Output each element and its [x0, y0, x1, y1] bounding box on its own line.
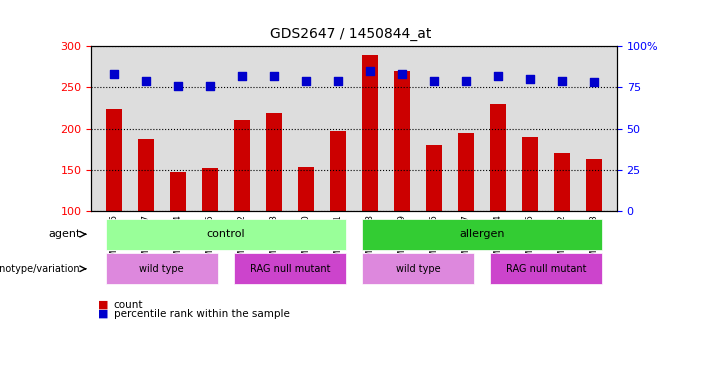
Point: [204, 83, 215, 89]
Bar: [587, 159, 602, 211]
Point: [397, 71, 408, 77]
Point: [493, 73, 504, 79]
Point: [589, 79, 600, 86]
Text: RAG null mutant: RAG null mutant: [250, 264, 330, 274]
Bar: [522, 137, 538, 211]
Text: percentile rank within the sample: percentile rank within the sample: [114, 309, 290, 319]
Point: [140, 78, 151, 84]
Bar: [394, 71, 410, 211]
Text: allergen: allergen: [459, 229, 505, 239]
Bar: [490, 104, 506, 211]
Text: ■: ■: [98, 300, 109, 310]
Bar: [554, 153, 571, 211]
Bar: [137, 139, 154, 211]
Point: [557, 78, 568, 84]
Point: [172, 83, 183, 89]
Text: count: count: [114, 300, 143, 310]
Bar: [266, 113, 282, 211]
Point: [300, 78, 311, 84]
Bar: [330, 131, 346, 211]
Bar: [426, 145, 442, 211]
Point: [268, 73, 280, 79]
Text: wild type: wild type: [139, 264, 184, 274]
Text: control: control: [207, 229, 245, 239]
Text: wild type: wild type: [396, 264, 440, 274]
Bar: [234, 121, 250, 211]
Bar: [106, 109, 121, 211]
Bar: [362, 55, 378, 211]
Text: genotype/variation: genotype/variation: [0, 264, 81, 274]
Text: ■: ■: [98, 309, 109, 319]
Bar: [458, 133, 474, 211]
Text: agent: agent: [48, 229, 81, 239]
Point: [461, 78, 472, 84]
Point: [525, 76, 536, 82]
Point: [236, 73, 247, 79]
Bar: [170, 172, 186, 211]
Text: RAG null mutant: RAG null mutant: [506, 264, 587, 274]
Bar: [298, 167, 314, 211]
Point: [428, 78, 440, 84]
Point: [332, 78, 343, 84]
Bar: [202, 168, 218, 211]
Point: [365, 68, 376, 74]
Point: [108, 71, 119, 77]
Text: GDS2647 / 1450844_at: GDS2647 / 1450844_at: [270, 27, 431, 41]
